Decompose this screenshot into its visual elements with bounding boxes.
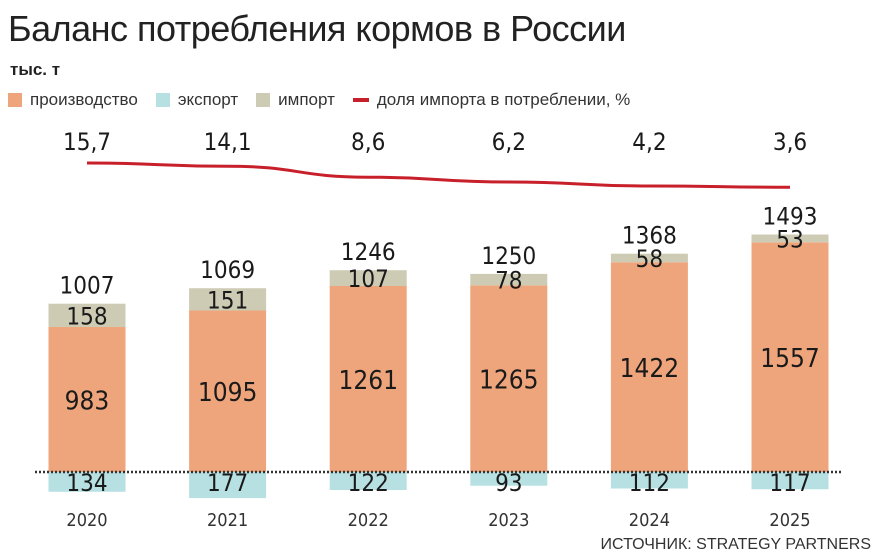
label-total: 1246 [341, 238, 396, 266]
label-import: 53 [776, 225, 803, 253]
bar-production [610, 262, 688, 472]
bar-export [751, 472, 829, 490]
legend-swatch [8, 93, 22, 107]
label-export: 112 [629, 469, 670, 497]
legend-import-share: доля импорта в потреблении, % [352, 90, 631, 110]
bar-production [189, 310, 267, 472]
label-production: 1261 [338, 366, 398, 396]
source-note: ИСТОЧНИК: STRATEGY PARTNERS [600, 536, 871, 553]
label-export: 134 [66, 469, 107, 497]
legend-swatch [155, 93, 170, 107]
legend: производство экспорт импорт доля импорта… [8, 90, 630, 110]
legend-export: экспорт [155, 90, 239, 110]
bar-import [610, 253, 688, 263]
label-import: 158 [66, 302, 107, 330]
label-export: 117 [769, 469, 810, 497]
label-export: 93 [495, 469, 522, 497]
label-import-share: 6,2 [492, 128, 526, 156]
label-total: 1007 [60, 272, 115, 300]
bar-production [751, 242, 829, 472]
bar-export [610, 472, 688, 489]
label-production: 1095 [198, 378, 258, 408]
bar-import [48, 303, 126, 328]
label-import: 58 [636, 245, 663, 273]
x-tick-label: 2020 [66, 510, 107, 531]
label-total: 1250 [481, 242, 536, 270]
label-production: 1557 [760, 344, 820, 374]
x-tick-label: 2021 [207, 510, 248, 531]
bar-import [470, 273, 548, 286]
bar-export [470, 472, 548, 486]
legend-label: импорт [278, 90, 335, 109]
x-tick-label: 2023 [488, 510, 529, 531]
label-import-share: 15,7 [63, 128, 111, 156]
legend-label: экспорт [177, 90, 239, 109]
legend-production: производство [8, 90, 138, 110]
label-import: 78 [495, 267, 522, 295]
x-tick-label: 2024 [629, 510, 670, 531]
label-export: 122 [348, 469, 389, 497]
label-import: 107 [348, 265, 389, 293]
label-total: 1493 [763, 203, 818, 231]
label-production: 1265 [479, 366, 539, 396]
bar-export [329, 472, 407, 490]
bar-production [48, 327, 126, 472]
legend-label: доля импорта в потреблении, % [376, 90, 631, 109]
bar-export [189, 472, 267, 499]
legend-label: производство [30, 90, 138, 109]
label-total: 1069 [200, 256, 255, 284]
label-export: 177 [207, 469, 248, 497]
label-import-share: 3,6 [773, 128, 807, 156]
chart-title: Баланс потребления кормов в России [8, 8, 626, 49]
label-production: 1422 [620, 354, 680, 384]
label-import-share: 8,6 [351, 128, 385, 156]
bar-import [751, 234, 829, 243]
unit-label: тыс. т [10, 60, 61, 79]
bar-export [48, 472, 126, 492]
bar-import [189, 288, 267, 311]
bar-import [329, 270, 407, 287]
bar-production [329, 286, 407, 472]
x-tick-label: 2025 [769, 510, 810, 531]
legend-line-swatch [352, 98, 369, 102]
bar-production [470, 285, 548, 472]
label-import: 151 [207, 286, 248, 314]
label-total: 1368 [622, 222, 677, 250]
label-production: 983 [65, 387, 110, 417]
legend-import: импорт [256, 90, 335, 110]
legend-swatch [256, 93, 271, 107]
label-import-share: 4,2 [632, 128, 666, 156]
label-import-share: 14,1 [204, 128, 252, 156]
x-tick-label: 2022 [348, 510, 389, 531]
import-share-line [86, 161, 791, 189]
